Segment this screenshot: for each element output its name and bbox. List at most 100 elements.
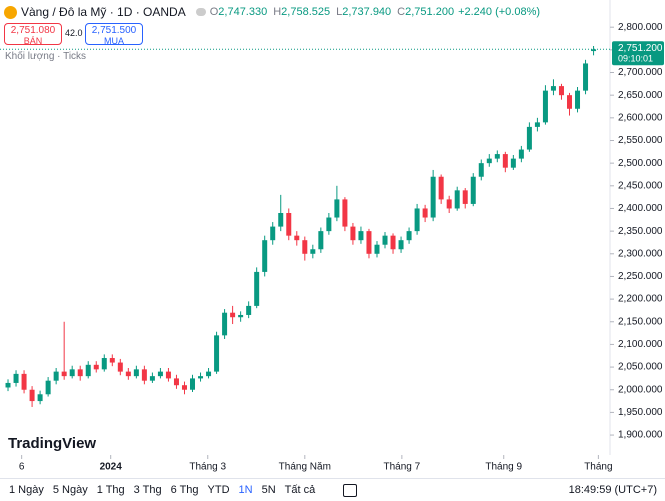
candle-body	[518, 149, 524, 159]
candle-body	[270, 226, 276, 241]
candle-body	[382, 235, 388, 245]
toolbar: 1 Ngày 5 Ngày 1 Thg 3 Thg 6 Thg YTD 1N 5N Tất cả…	[0, 478, 665, 501]
last-price-label: 2,751.200	[618, 43, 663, 54]
y-tick-label: 2,250.000	[618, 271, 663, 282]
candle-body	[334, 199, 340, 218]
y-tick-label: 2,050.000	[618, 362, 663, 373]
y-tick-label: 2,100.000	[618, 339, 663, 350]
candle-body	[198, 376, 204, 379]
y-tick-label: 2,500.000	[618, 158, 663, 169]
candle-body	[61, 371, 67, 377]
candle-body	[390, 235, 396, 250]
candle-body	[358, 231, 364, 241]
sell-button[interactable]: 2,751.080 BÁN	[4, 23, 62, 46]
change: +2.240 (+0.08%)	[458, 6, 541, 18]
candle-body	[462, 190, 468, 204]
ohlc-value: 2,758.525	[281, 6, 331, 18]
ohlc-item: H2,758.525	[273, 6, 330, 18]
status	[195, 8, 206, 16]
candle-body	[438, 176, 444, 200]
candle-body	[222, 312, 228, 336]
y-tick-label: 2,600.000	[618, 112, 663, 123]
chart: TradingView 1,900.000 1,950.000 2,000.000 2…	[0, 0, 664, 473]
date-range-icon[interactable]	[343, 483, 358, 497]
x-tick-label: Tháng 9	[485, 462, 522, 473]
symbol[interactable]: Vàng / Đô la Mỹ · 1D · OANDA	[21, 5, 186, 19]
candle-body	[165, 371, 171, 379]
candle-body	[254, 271, 260, 306]
range-button[interactable]: 1 Ngày	[9, 484, 44, 496]
candle-body	[422, 208, 428, 218]
range-button[interactable]: 1 Thg	[96, 484, 125, 496]
candle-body	[326, 217, 332, 232]
y-tick-label: 1,900.000	[618, 430, 663, 441]
branding: TradingView	[8, 435, 96, 452]
buy-button[interactable]: 2,751.500 MUA	[85, 23, 143, 46]
indicator[interactable]: Khối lượng · Ticks	[5, 51, 87, 62]
candle-body	[583, 63, 589, 91]
range-button[interactable]: YTD	[207, 484, 230, 496]
y-tick-label: 2,550.000	[618, 135, 663, 146]
buy-price: 2,751.500	[91, 25, 137, 36]
range-button[interactable]: 6 Thg	[170, 484, 199, 496]
last-time-label: 09:10:01	[618, 54, 653, 64]
y-tick-label: 2,200.000	[618, 294, 663, 305]
x-tick-label: Tháng 3	[189, 462, 226, 473]
candle-body	[502, 154, 508, 168]
ohlc-item: O2,747.330	[210, 6, 268, 18]
y-tick-label: 2,300.000	[618, 248, 663, 259]
candle-body	[181, 385, 187, 390]
candle-body	[157, 371, 163, 377]
candle-body	[5, 382, 11, 388]
candle-body	[21, 373, 27, 390]
candle-body	[430, 176, 436, 218]
range-button[interactable]: 1N	[238, 484, 253, 496]
candle-body	[342, 199, 348, 227]
y-tick-label: 2,650.000	[618, 90, 663, 101]
ohlc-key: O	[209, 6, 219, 18]
x-tick-label: Tháng Năm	[279, 462, 331, 473]
candle-body	[85, 364, 91, 377]
candle-body	[109, 358, 115, 363]
candle-body	[125, 371, 131, 377]
candle-body	[478, 163, 484, 177]
range-button[interactable]: 5N	[261, 484, 276, 496]
symbol-icon	[4, 5, 17, 19]
candle-body	[575, 90, 581, 109]
candle-body	[414, 208, 420, 232]
sell-label: BÁN	[23, 36, 43, 46]
candle-body	[542, 90, 548, 123]
candle-body	[494, 154, 500, 159]
candle-body	[141, 369, 147, 381]
candle-body	[230, 312, 236, 318]
candle-body	[101, 358, 107, 370]
x-tick-label: Tháng	[584, 462, 612, 473]
legend-row: Vàng / Đô la Mỹ · 1D · OANDA O2,747.330 H…	[4, 5, 540, 19]
candle-body	[133, 369, 139, 377]
ohlc-key: C	[397, 6, 406, 18]
candle-body	[214, 335, 220, 372]
candle-body	[302, 240, 308, 254]
range-button[interactable]: 3 Thg	[133, 484, 162, 496]
candle-body	[190, 378, 196, 390]
candle-body	[550, 86, 556, 91]
y-tick-label: 2,450.000	[618, 180, 663, 191]
candle-body	[278, 212, 284, 227]
y-tick-label: 2,150.000	[618, 316, 663, 327]
ohlc-value: 2,747.330	[218, 6, 268, 18]
x-tick-label: Tháng 7	[384, 462, 421, 473]
buy-label: MUA	[104, 36, 124, 46]
candle-body	[238, 314, 244, 318]
ohlc-item: C2,751.200	[397, 6, 454, 18]
range-button[interactable]: 5 Ngày	[52, 484, 88, 496]
candle-body	[398, 240, 404, 250]
x-tick-label: 6	[19, 462, 25, 473]
y-tick-label: 2,800.000	[618, 22, 663, 33]
range-button[interactable]: Tất cả	[284, 484, 316, 496]
candle-body	[69, 369, 75, 377]
y-tick-label: 2,700.000	[618, 67, 663, 78]
candle-body	[350, 226, 356, 241]
y-tick-label: 2,400.000	[618, 203, 663, 214]
ohlc-value: 2,751.200	[405, 6, 455, 18]
